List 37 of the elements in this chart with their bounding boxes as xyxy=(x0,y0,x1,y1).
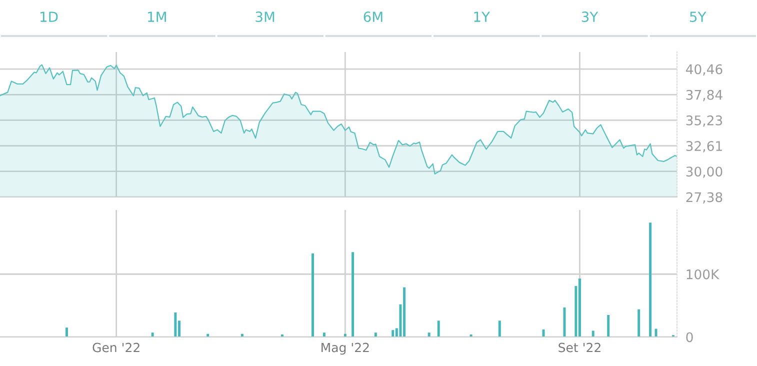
text: 3Y xyxy=(582,12,598,22)
x-tick-label: Mag '22 xyxy=(322,342,369,355)
bar xyxy=(312,253,314,337)
bar xyxy=(428,332,430,337)
bar xyxy=(654,328,658,337)
y-tick-label: 40,46 xyxy=(686,64,722,76)
text: 3M xyxy=(256,12,274,22)
bar xyxy=(322,332,326,337)
text: 1Y xyxy=(474,12,490,22)
bar xyxy=(563,307,566,337)
bar xyxy=(437,320,440,337)
y-tick-label: 100K xyxy=(686,269,720,280)
text: 5Y xyxy=(690,12,706,22)
bar xyxy=(392,330,394,337)
bar xyxy=(638,309,640,337)
x-tick-label: Set '22 xyxy=(558,342,600,352)
bar xyxy=(649,222,652,337)
y-tick-label: 35,23 xyxy=(686,115,722,127)
bar xyxy=(174,312,177,337)
bar xyxy=(374,332,377,337)
bar xyxy=(592,330,594,337)
y-tick-label: 32,61 xyxy=(686,141,722,152)
y-tick-label: 27,38 xyxy=(686,192,722,204)
y-tick-label: 37,84 xyxy=(686,90,722,102)
bar xyxy=(151,332,154,337)
bar xyxy=(403,287,406,337)
bar xyxy=(352,252,354,337)
bar xyxy=(498,320,501,337)
y-tick-label: 0 xyxy=(686,332,693,342)
x-tick-label: Gen '22 xyxy=(92,342,140,352)
text: 1M xyxy=(148,12,166,22)
bar xyxy=(607,314,610,337)
bar xyxy=(578,278,581,337)
bar xyxy=(66,328,68,337)
text: 1D xyxy=(40,12,58,22)
y-tick-label: 30,00 xyxy=(686,166,722,178)
text: 6M xyxy=(364,12,382,22)
